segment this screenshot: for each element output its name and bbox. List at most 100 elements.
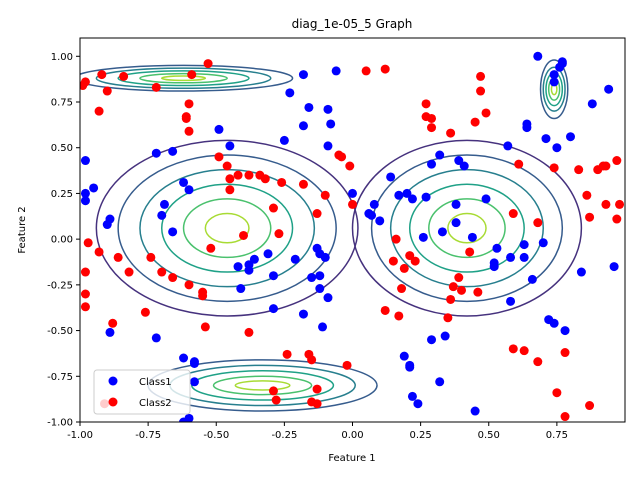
point-class1 — [503, 141, 513, 151]
point-class2 — [601, 161, 611, 171]
point-class1 — [506, 296, 516, 306]
scatter-points — [80, 51, 625, 422]
point-class1 — [105, 214, 115, 224]
point-class2 — [348, 199, 357, 209]
point-class1 — [533, 51, 543, 61]
point-class1 — [519, 252, 529, 262]
point-class2 — [268, 203, 278, 213]
point-class2 — [222, 161, 232, 171]
point-class1 — [481, 194, 491, 204]
point-class2 — [307, 355, 317, 365]
x-tick-label: -1.00 — [67, 430, 93, 441]
point-class1 — [369, 199, 379, 209]
point-class2 — [421, 99, 431, 109]
point-class1 — [557, 57, 567, 67]
point-class2 — [342, 360, 352, 370]
point-class2 — [268, 386, 278, 396]
point-class1 — [279, 135, 289, 145]
point-class1 — [179, 177, 189, 187]
point-class1 — [527, 274, 537, 284]
point-class1 — [80, 156, 90, 166]
point-class2 — [168, 273, 178, 283]
point-class2 — [244, 170, 254, 180]
point-class2 — [508, 209, 518, 219]
point-class2 — [391, 234, 401, 244]
point-class2 — [282, 349, 292, 359]
x-tick-label: 0.75 — [546, 430, 568, 441]
point-class2 — [514, 159, 524, 169]
point-class1 — [214, 124, 224, 134]
point-class2 — [274, 229, 284, 239]
point-class2 — [574, 165, 584, 175]
point-class2 — [533, 357, 543, 367]
point-class2 — [380, 305, 390, 315]
point-class2 — [233, 170, 243, 180]
point-class1 — [538, 238, 548, 248]
point-class1 — [375, 216, 385, 226]
point-class2 — [508, 344, 518, 354]
point-class2 — [298, 179, 308, 189]
x-tick-label: -0.25 — [271, 430, 297, 441]
contour-ring-0-4 — [117, 154, 337, 303]
y-tick-label: -1.00 — [47, 418, 73, 429]
point-class1 — [506, 252, 516, 262]
contour-ring-1-1 — [428, 198, 506, 259]
point-class1 — [348, 188, 357, 198]
point-class1 — [89, 183, 99, 193]
legend-marker-class2 — [108, 397, 118, 407]
point-class1 — [225, 141, 235, 151]
contour-ring-2-0 — [234, 380, 291, 391]
point-class1 — [290, 254, 300, 264]
y-tick-label: 0.25 — [51, 189, 73, 200]
point-class2 — [312, 209, 322, 219]
contour-ring-3-2 — [117, 70, 250, 87]
point-class2 — [108, 318, 118, 328]
point-class2 — [394, 311, 404, 321]
point-class2 — [102, 86, 112, 96]
point-class1 — [184, 185, 194, 195]
point-class2 — [184, 126, 194, 136]
legend-marker-class1 — [108, 376, 118, 386]
point-class2 — [140, 307, 150, 317]
contour-ring-0-1 — [182, 198, 272, 259]
point-class2 — [470, 117, 480, 127]
contour-ring-1-5 — [351, 139, 583, 317]
y-tick-label: 0.00 — [51, 235, 73, 246]
point-class2 — [277, 177, 287, 187]
point-class2 — [260, 174, 270, 184]
point-class1 — [315, 284, 325, 294]
point-class1 — [402, 188, 412, 198]
point-class1 — [386, 172, 396, 182]
contour-ring-4-4 — [539, 59, 569, 120]
point-class1 — [323, 104, 333, 114]
point-class2 — [549, 163, 559, 173]
point-class1 — [549, 77, 559, 87]
point-class2 — [443, 313, 453, 323]
point-class2 — [399, 263, 409, 273]
point-class2 — [184, 280, 194, 290]
point-class1 — [407, 194, 417, 204]
point-class2 — [146, 252, 156, 262]
point-class1 — [268, 304, 278, 314]
point-class2 — [446, 128, 456, 138]
contour-ring-1-0 — [447, 212, 487, 244]
x-tick-label: 0.25 — [409, 430, 431, 441]
legend-label-class2: Class2 — [139, 398, 172, 409]
point-class2 — [124, 267, 134, 277]
contour-ring-4-3 — [542, 66, 566, 112]
point-class1 — [323, 141, 333, 151]
point-class1 — [609, 262, 619, 272]
point-class2 — [184, 99, 194, 109]
point-class2 — [519, 346, 529, 356]
point-class1 — [367, 210, 377, 220]
point-class1 — [427, 159, 437, 169]
x-tick-label: 0.50 — [478, 430, 500, 441]
point-class1 — [320, 252, 330, 262]
point-class2 — [612, 214, 622, 224]
x-tick-label: 0.00 — [341, 430, 363, 441]
point-class1 — [298, 121, 308, 131]
contour-ring-1-3 — [389, 168, 545, 288]
point-class2 — [465, 247, 475, 257]
point-class2 — [476, 86, 486, 96]
point-class2 — [119, 71, 129, 81]
